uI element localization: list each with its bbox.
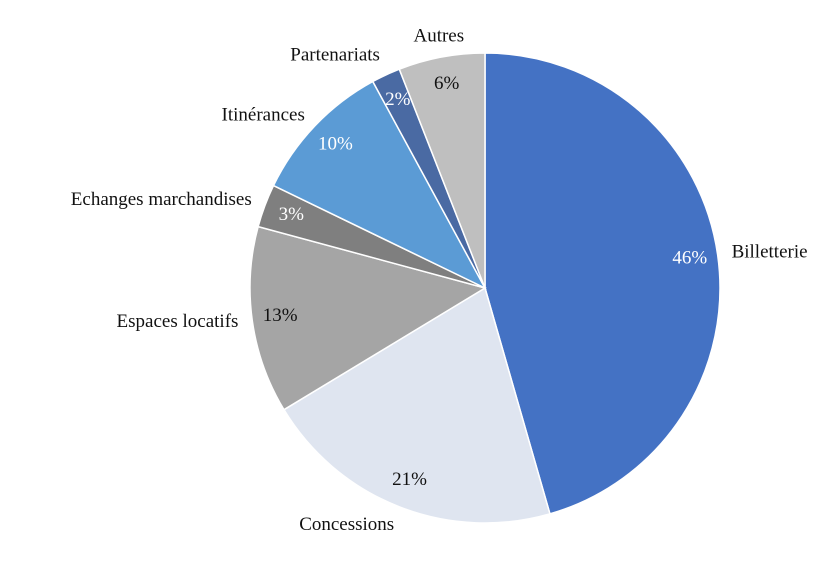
category-label: Echanges marchandises <box>71 189 252 210</box>
value-label: 13% <box>263 305 298 326</box>
category-label: Partenariats <box>290 45 380 66</box>
category-label: Itinérances <box>222 104 305 125</box>
pie-slice <box>484 52 721 515</box>
category-label: Concessions <box>299 514 394 535</box>
category-label: Autres <box>413 26 464 47</box>
value-label: 10% <box>318 134 353 155</box>
value-label: 6% <box>434 73 460 94</box>
pie-slice <box>398 52 486 289</box>
value-label: 3% <box>279 204 305 225</box>
pie-slice <box>272 80 487 290</box>
value-label: 21% <box>392 469 427 490</box>
pie-slice <box>282 286 551 524</box>
value-label: 2% <box>385 89 411 110</box>
category-label: Espaces locatifs <box>117 311 239 332</box>
value-label: 46% <box>672 248 707 269</box>
category-label: Billetterie <box>732 242 808 263</box>
